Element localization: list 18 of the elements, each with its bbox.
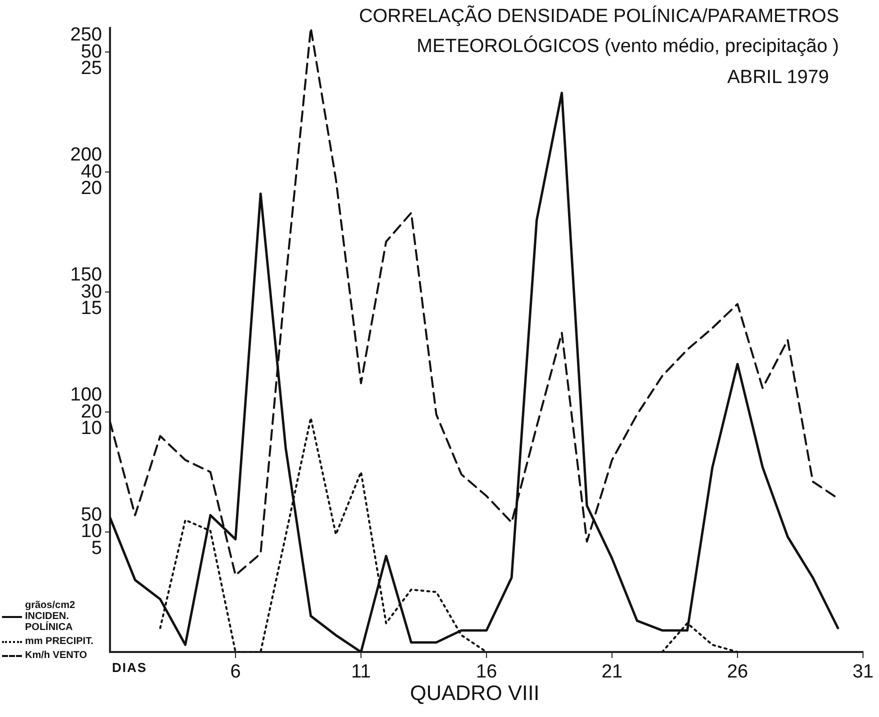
x-tick-label: 6: [230, 662, 241, 683]
legend-label: grãos/cm2 INCIDEN. POLÍNICA: [25, 600, 76, 633]
legend-label: Km/h VENTO: [25, 650, 88, 661]
y3-tick-label: 10: [80, 418, 102, 439]
legend-label: mm PRECIPIT.: [25, 636, 94, 647]
y3-tick-label: 5: [91, 538, 102, 559]
x-tick-label: 11: [351, 662, 371, 683]
x-tick-label: 26: [726, 662, 748, 683]
x-axis-title: DIAS: [112, 660, 148, 675]
text: QUADRO VIII: [410, 682, 540, 706]
text: ABRIL 1979: [726, 66, 829, 90]
x-tick-label: 16: [476, 662, 498, 683]
y3-tick-label: 20: [80, 178, 102, 200]
y3-tick-label: 25: [80, 58, 102, 80]
chart-title: CORRELAÇÃO DENSIDADE POLÍNICA/PARAMETROS METEOROLÓGICOS (vento médio, precipitação ): [358, 4, 839, 60]
y3-tick-label: 15: [80, 298, 102, 319]
x-tick-label: 21: [601, 662, 623, 683]
x-tick-label: 31: [852, 662, 874, 683]
